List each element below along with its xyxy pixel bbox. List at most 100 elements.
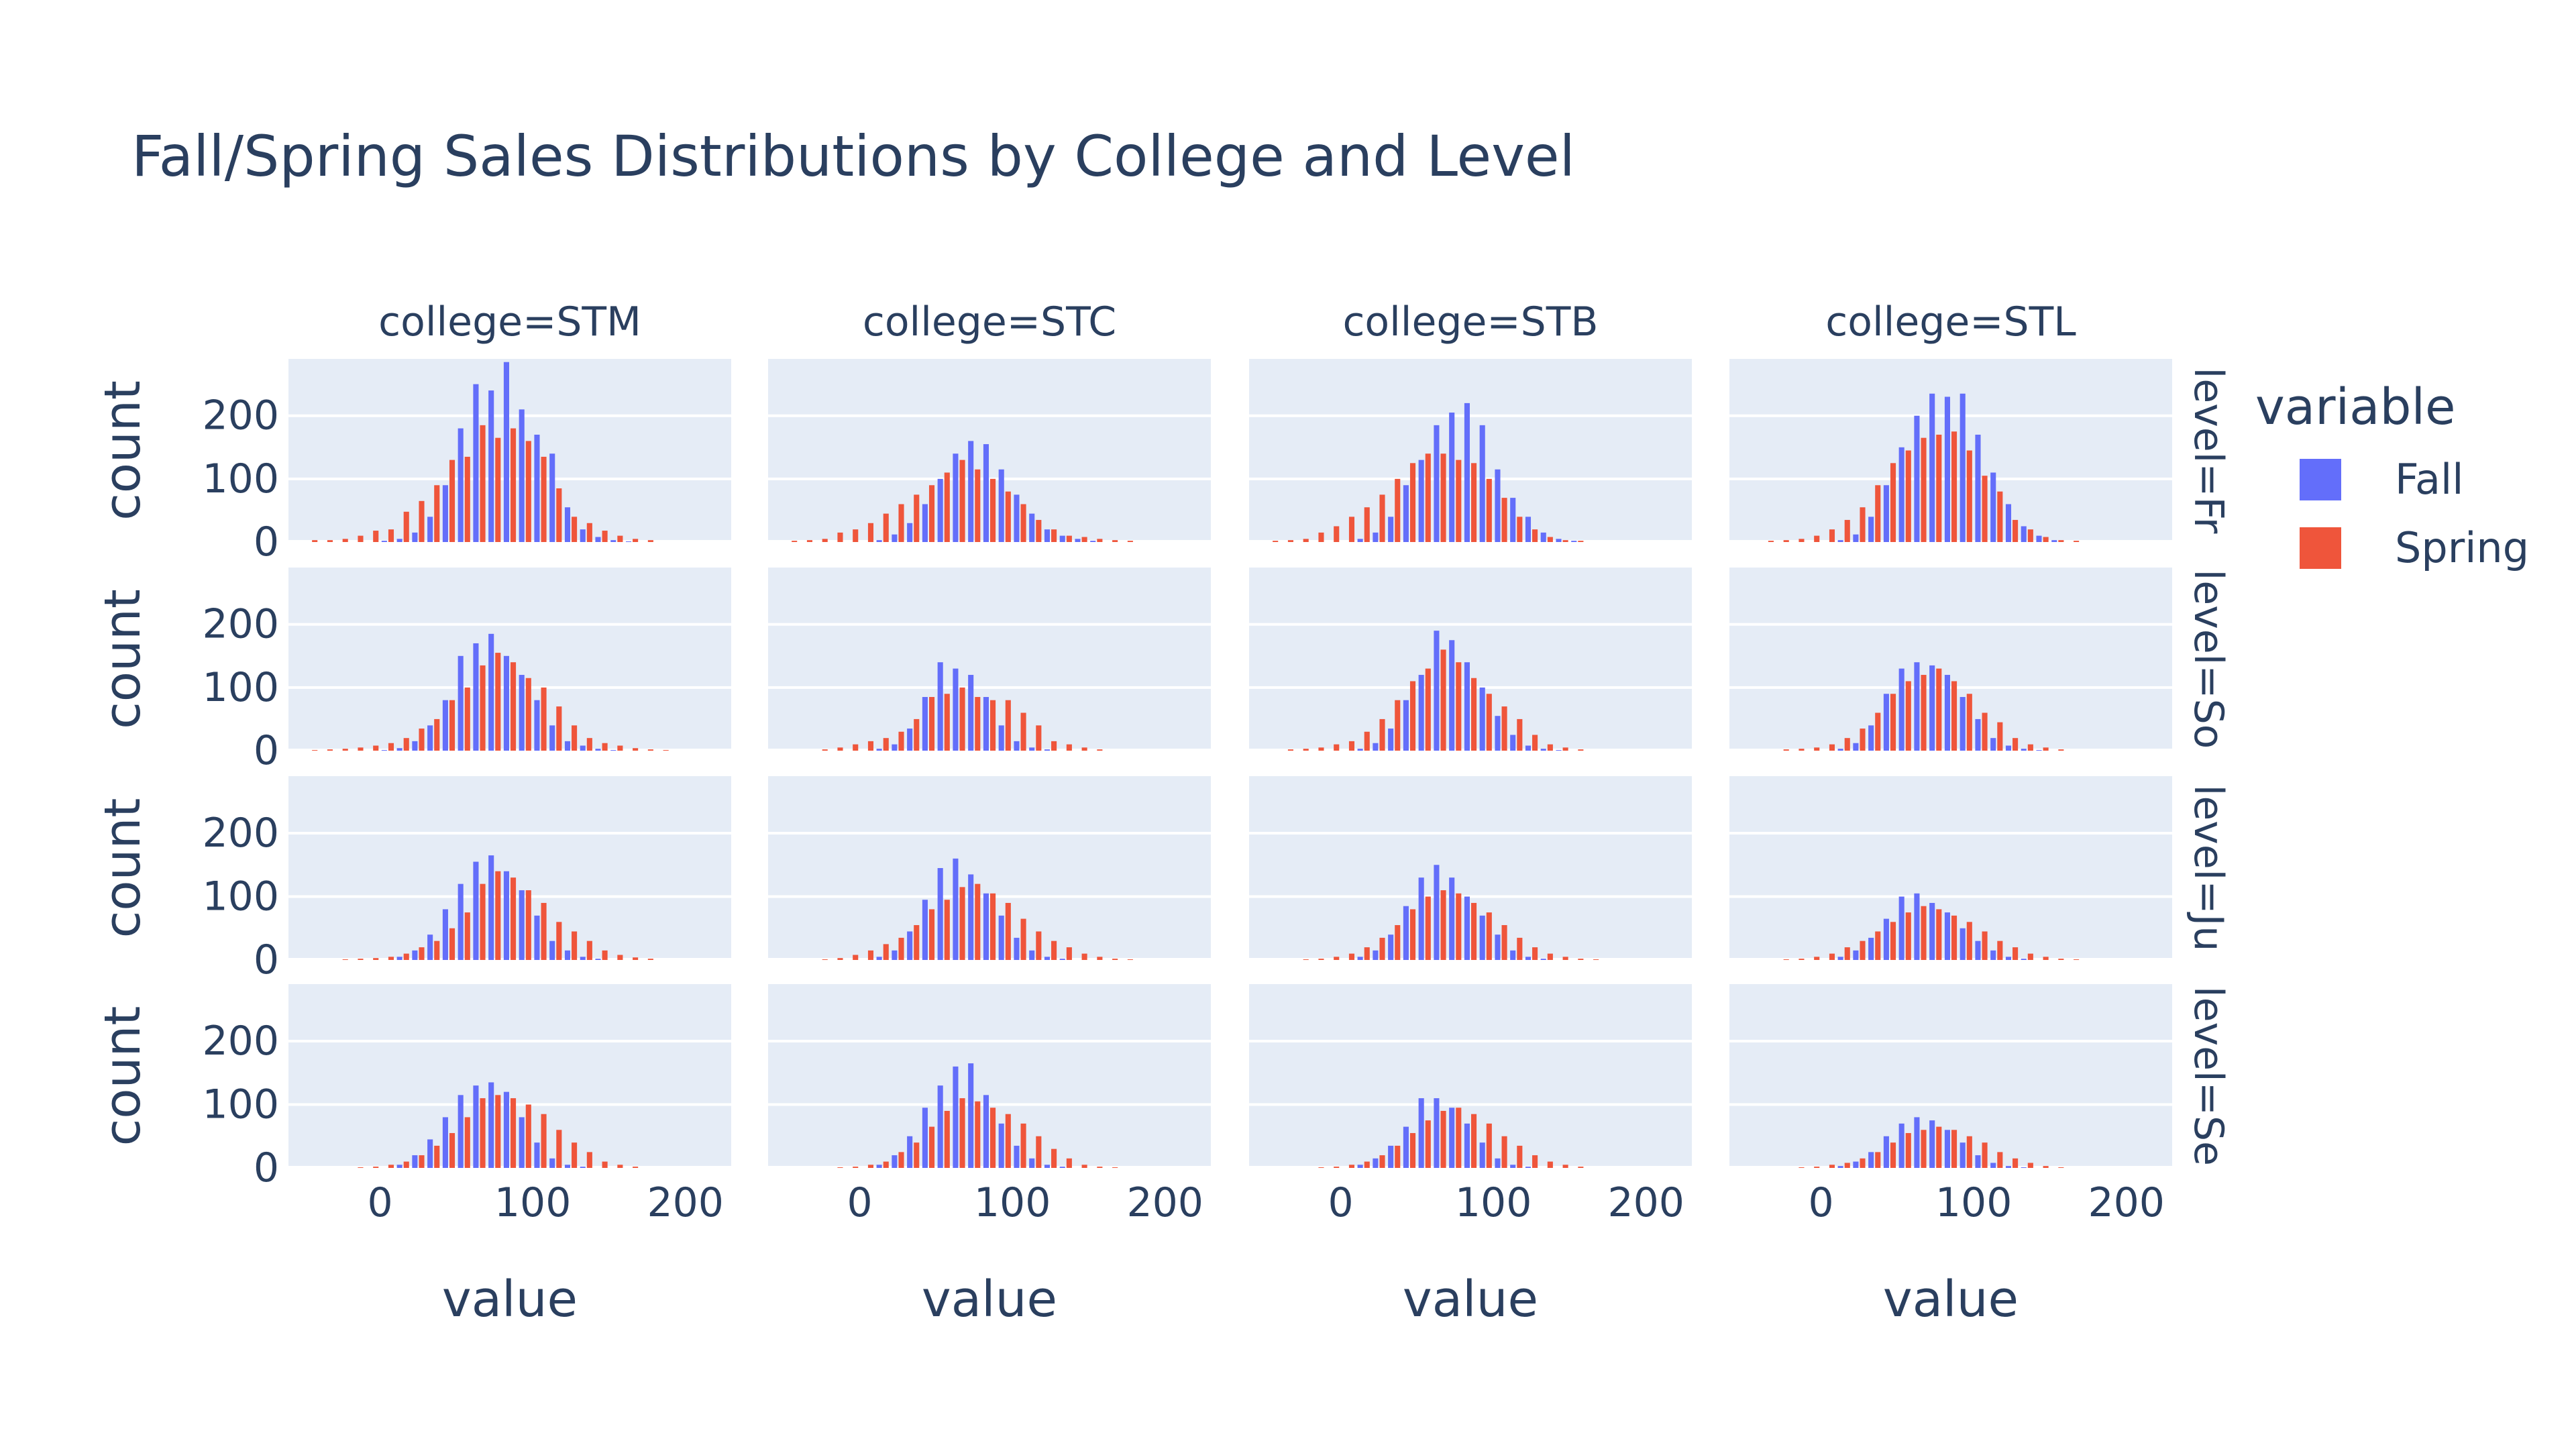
bar-fall[interactable]: [534, 1142, 540, 1168]
bar-fall[interactable]: [442, 1117, 448, 1168]
bar-spring[interactable]: [2027, 744, 2033, 751]
bar-fall[interactable]: [519, 409, 525, 542]
bar-spring[interactable]: [1456, 460, 1462, 542]
bar-spring[interactable]: [1456, 662, 1462, 751]
bar-spring[interactable]: [1066, 744, 1072, 751]
bar-spring[interactable]: [837, 958, 843, 960]
bar-spring[interactable]: [1844, 520, 1850, 542]
bar-fall[interactable]: [1090, 541, 1096, 542]
bar-spring[interactable]: [541, 1114, 547, 1168]
bar-spring[interactable]: [602, 1161, 608, 1168]
bar-spring[interactable]: [1020, 504, 1026, 542]
bar-spring[interactable]: [1097, 539, 1103, 542]
bar-fall[interactable]: [1898, 447, 1904, 542]
bar-fall[interactable]: [396, 748, 402, 751]
bar-spring[interactable]: [1501, 498, 1507, 542]
bar-spring[interactable]: [511, 662, 517, 751]
bar-fall[interactable]: [2021, 959, 2027, 960]
bar-spring[interactable]: [342, 749, 348, 751]
bar-spring[interactable]: [647, 540, 653, 542]
bar-fall[interactable]: [1914, 1117, 1920, 1168]
bar-fall[interactable]: [1944, 1130, 1950, 1168]
bar-spring[interactable]: [1997, 941, 2003, 960]
bar-spring[interactable]: [1829, 744, 1835, 751]
bar-fall[interactable]: [1898, 668, 1904, 751]
bar-fall[interactable]: [396, 539, 402, 542]
bar-fall[interactable]: [625, 541, 632, 542]
bar-fall[interactable]: [1960, 393, 1966, 542]
bar-spring[interactable]: [990, 700, 996, 751]
bar-spring[interactable]: [1905, 1133, 1911, 1168]
bar-spring[interactable]: [959, 1098, 965, 1168]
bar-spring[interactable]: [1890, 922, 1896, 960]
bar-spring[interactable]: [586, 941, 592, 960]
bar-spring[interactable]: [1799, 539, 1805, 542]
bar-fall[interactable]: [907, 523, 913, 542]
bar-fall[interactable]: [1479, 915, 1485, 960]
bar-fall[interactable]: [473, 643, 479, 751]
bar-fall[interactable]: [549, 1158, 555, 1168]
bar-spring[interactable]: [1936, 1126, 1942, 1168]
bar-fall[interactable]: [1975, 718, 1981, 751]
bar-spring[interactable]: [449, 460, 455, 542]
bar-spring[interactable]: [2012, 520, 2019, 542]
bar-spring[interactable]: [883, 513, 889, 542]
bar-fall[interactable]: [1418, 1098, 1424, 1168]
bar-spring[interactable]: [1951, 915, 1957, 960]
bar-spring[interactable]: [1440, 1110, 1446, 1168]
bar-fall[interactable]: [1403, 700, 1409, 751]
bar-fall[interactable]: [595, 959, 601, 960]
bar-spring[interactable]: [1875, 712, 1881, 751]
bar-spring[interactable]: [511, 428, 517, 542]
bar-spring[interactable]: [388, 743, 394, 751]
bar-fall[interactable]: [595, 749, 601, 751]
bar-spring[interactable]: [914, 1142, 920, 1168]
bar-spring[interactable]: [1905, 912, 1911, 960]
bar-fall[interactable]: [2005, 745, 2012, 751]
bar-spring[interactable]: [959, 460, 965, 542]
bar-spring[interactable]: [1303, 749, 1309, 751]
bar-spring[interactable]: [1379, 1155, 1385, 1168]
bar-spring[interactable]: [342, 959, 348, 960]
bar-spring[interactable]: [1578, 959, 1584, 960]
bar-fall[interactable]: [610, 750, 616, 751]
bar-fall[interactable]: [953, 1066, 959, 1168]
bar-spring[interactable]: [495, 871, 501, 960]
bar-spring[interactable]: [1860, 729, 1866, 751]
bar-fall[interactable]: [564, 507, 571, 542]
bar-spring[interactable]: [867, 1165, 874, 1168]
bar-fall[interactable]: [968, 675, 974, 751]
bar-fall[interactable]: [473, 384, 479, 542]
bar-spring[interactable]: [1951, 1130, 1957, 1168]
bar-spring[interactable]: [1829, 953, 1835, 960]
bar-fall[interactable]: [998, 469, 1004, 542]
bar-fall[interactable]: [937, 662, 943, 751]
bar-fall[interactable]: [412, 741, 418, 751]
bar-spring[interactable]: [342, 539, 348, 542]
bar-fall[interactable]: [519, 890, 525, 960]
bar-spring[interactable]: [1532, 735, 1538, 751]
bar-spring[interactable]: [1364, 947, 1370, 960]
bar-fall[interactable]: [1029, 1158, 1035, 1168]
bar-spring[interactable]: [1799, 959, 1805, 960]
bar-spring[interactable]: [1425, 896, 1431, 960]
bar-fall[interactable]: [1418, 460, 1424, 542]
bar-fall[interactable]: [427, 1139, 433, 1168]
bar-fall[interactable]: [473, 861, 479, 960]
bar-spring[interactable]: [1486, 912, 1492, 960]
bar-spring[interactable]: [312, 750, 318, 751]
bar-spring[interactable]: [1005, 491, 1011, 542]
bar-fall[interactable]: [1044, 749, 1051, 751]
bar-fall[interactable]: [1418, 675, 1424, 751]
bar-spring[interactable]: [1799, 1167, 1805, 1168]
bar-fall[interactable]: [1479, 425, 1485, 542]
bar-spring[interactable]: [525, 678, 531, 751]
bar-fall[interactable]: [1510, 950, 1516, 960]
bar-fall[interactable]: [983, 696, 989, 751]
bar-fall[interactable]: [1014, 1145, 1020, 1168]
bar-fall[interactable]: [1510, 1165, 1516, 1168]
bar-spring[interactable]: [1547, 537, 1553, 542]
bar-fall[interactable]: [442, 909, 448, 960]
bar-spring[interactable]: [1379, 494, 1385, 542]
bar-spring[interactable]: [1768, 541, 1774, 542]
